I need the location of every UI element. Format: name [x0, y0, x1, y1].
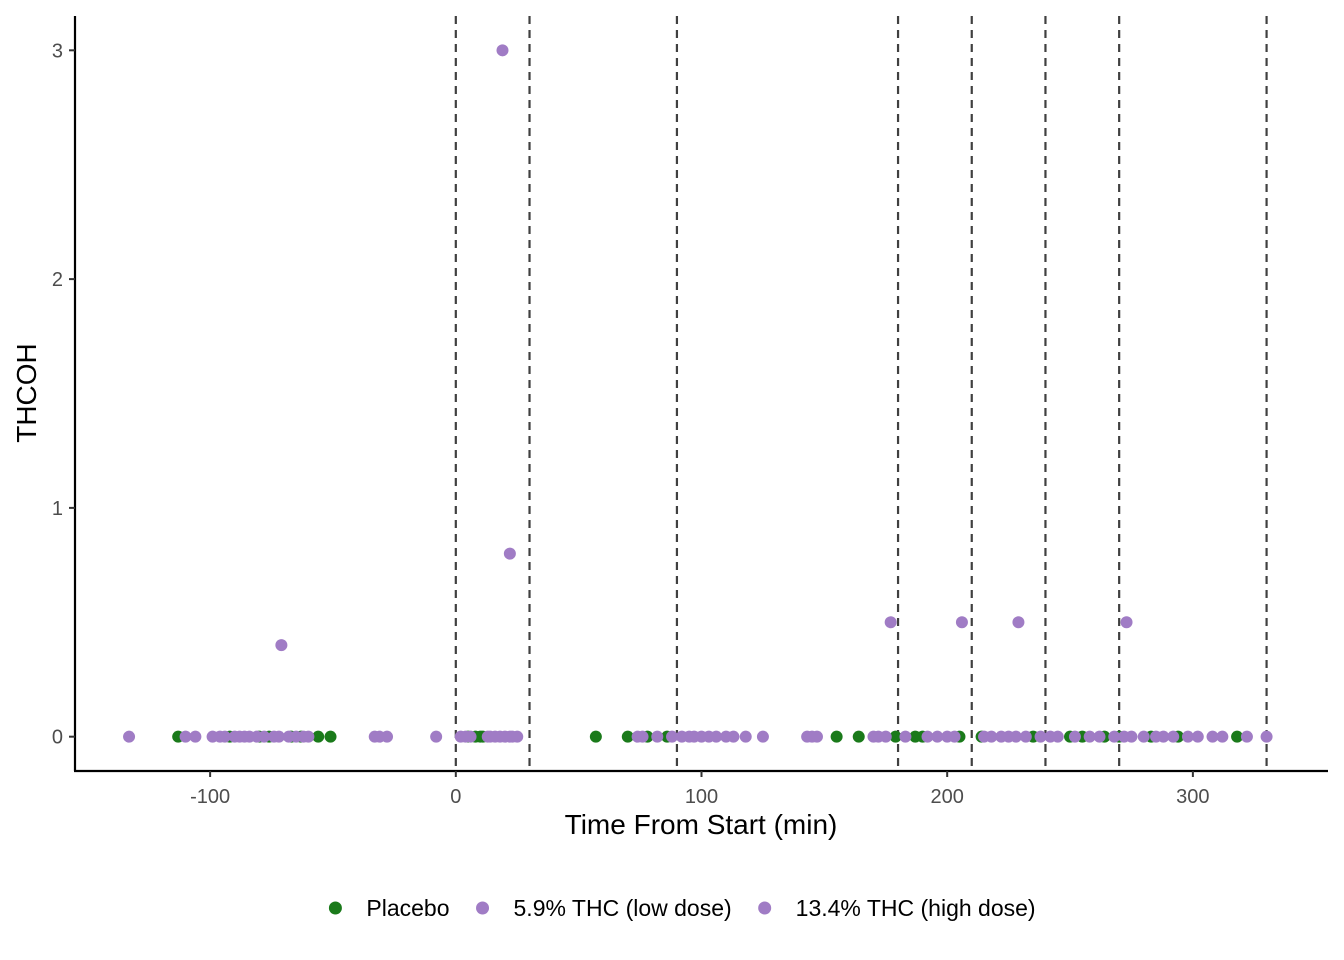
- point-series2-23: [899, 730, 912, 743]
- point-series1-30: [921, 730, 934, 743]
- point-series2-9: [454, 730, 467, 743]
- point-series2-10: [464, 730, 477, 743]
- point-series2-26: [985, 730, 998, 743]
- point-series1-46: [503, 547, 516, 560]
- point-series1-43: [1260, 730, 1273, 743]
- point-series1-35: [1034, 730, 1047, 743]
- point-series2-19: [710, 730, 723, 743]
- point-series1-49: [1012, 616, 1025, 629]
- point-series2-20: [727, 730, 740, 743]
- point-series1-50: [1120, 616, 1133, 629]
- point-series2-27: [1002, 730, 1015, 743]
- legend-marker-0: [328, 901, 342, 915]
- x-tick-label: 100: [685, 786, 718, 808]
- legend-label: Placebo: [366, 895, 449, 921]
- point-series2-21: [806, 730, 819, 743]
- point-series2-12: [489, 730, 502, 743]
- data-points: [123, 44, 1273, 743]
- x-axis-ticks: -100 0 100 200 300: [190, 771, 1210, 808]
- legend-label: 5.9% THC (low dose): [514, 895, 732, 921]
- point-series1-44: [496, 44, 509, 57]
- point-series2-32: [1118, 730, 1131, 743]
- y-tick-label: 0: [52, 727, 63, 749]
- point-series2-30: [1068, 730, 1081, 743]
- point-series1-19: [651, 730, 664, 743]
- point-series2-14: [506, 730, 519, 743]
- y-tick-label: 1: [52, 498, 63, 520]
- point-series0-30: [1231, 730, 1244, 743]
- legend-label: 13.4% THC (high dose): [796, 895, 1036, 921]
- point-series2-8: [373, 730, 386, 743]
- point-series2-36: [1191, 730, 1204, 743]
- point-series1-0: [123, 730, 136, 743]
- y-tick-label: 2: [52, 269, 63, 291]
- point-series2-38: [1240, 730, 1253, 743]
- point-series2-1: [213, 730, 226, 743]
- point-series1-45: [275, 639, 288, 652]
- legend-marker-2: [758, 901, 772, 915]
- point-series2-24: [931, 730, 944, 743]
- point-series2-37: [1216, 730, 1229, 743]
- point-series2-25: [948, 730, 961, 743]
- point-series2-28: [1019, 730, 1032, 743]
- point-series1-38: [1108, 730, 1121, 743]
- vertical-dashed-lines: [454, 16, 1268, 771]
- point-series2-5: [268, 730, 281, 743]
- point-series2-6: [290, 730, 303, 743]
- point-series1-1: [189, 730, 202, 743]
- point-series2-29: [1044, 730, 1057, 743]
- x-tick-label: 300: [1176, 786, 1209, 808]
- point-series0-7: [324, 730, 337, 743]
- point-series2-17: [683, 730, 696, 743]
- point-series0-16: [830, 730, 843, 743]
- point-series2-18: [695, 730, 708, 743]
- x-tick-label: 0: [450, 786, 461, 808]
- point-series1-41: [1181, 730, 1194, 743]
- legend: Placebo 5.9% THC (low dose) 13.4% THC (hig…: [328, 895, 1036, 921]
- x-axis-title: Time From Start (min): [565, 809, 838, 840]
- point-series1-47: [884, 616, 897, 629]
- point-series1-12: [430, 730, 443, 743]
- y-axis-ticks: 0 1 2 3: [52, 40, 75, 749]
- point-series2-33: [1137, 730, 1150, 743]
- point-series2-16: [666, 730, 679, 743]
- point-series2-31: [1093, 730, 1106, 743]
- point-series2-7: [302, 730, 315, 743]
- point-series0-17: [852, 730, 865, 743]
- point-series0-18: [889, 730, 902, 743]
- point-series0-13: [621, 730, 634, 743]
- point-series1-24: [739, 730, 752, 743]
- point-series2-22: [872, 730, 885, 743]
- point-series2-3: [238, 730, 251, 743]
- x-tick-label: 200: [930, 786, 963, 808]
- axes: [73, 16, 1328, 773]
- point-series2-35: [1167, 730, 1180, 743]
- x-tick-label: -100: [190, 786, 230, 808]
- point-series2-15: [636, 730, 649, 743]
- point-series1-42: [1206, 730, 1219, 743]
- legend-marker-1: [476, 901, 490, 915]
- point-series2-4: [250, 730, 263, 743]
- point-series1-37: [1083, 730, 1096, 743]
- point-series1-25: [756, 730, 769, 743]
- y-axis-title: THCOH: [11, 343, 42, 443]
- point-series1-48: [955, 616, 968, 629]
- point-series2-2: [228, 730, 241, 743]
- point-series0-12: [589, 730, 602, 743]
- point-series2-34: [1150, 730, 1163, 743]
- point-series0-6: [312, 730, 325, 743]
- point-series2-0: [179, 730, 192, 743]
- y-tick-label: 3: [52, 40, 63, 62]
